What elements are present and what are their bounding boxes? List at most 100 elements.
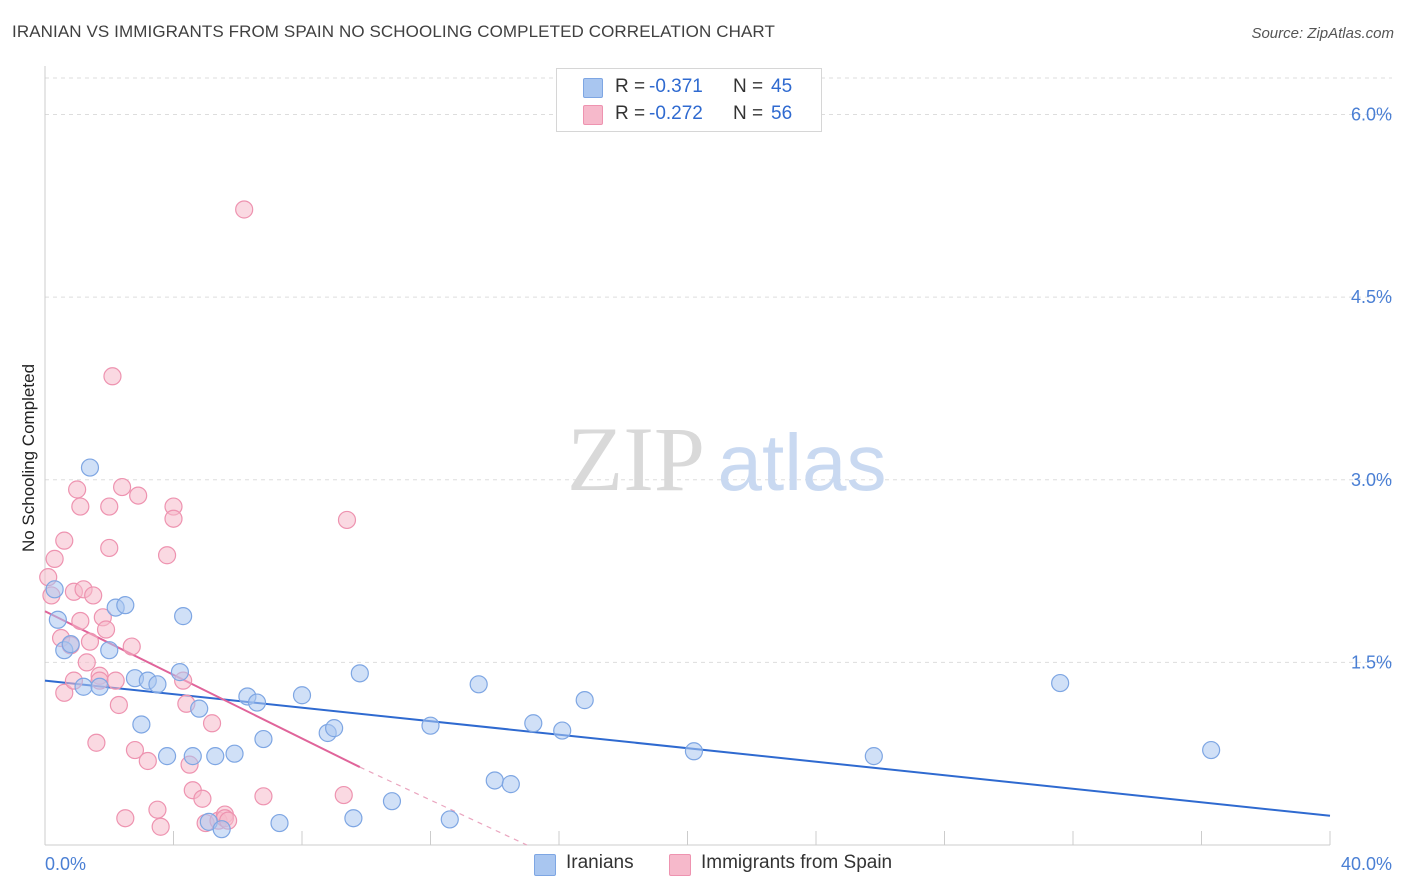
point-iranians bbox=[247, 693, 267, 712]
legend-n-value: 45 bbox=[771, 76, 793, 97]
watermark-zip: ZIP bbox=[567, 408, 705, 510]
point-spain bbox=[116, 809, 135, 828]
legend-r-label: R = bbox=[615, 76, 646, 97]
point-iranians bbox=[553, 721, 572, 740]
point-iranians bbox=[170, 663, 190, 682]
bottom-legend-label: Immigrants from Spain bbox=[701, 852, 893, 873]
point-spain bbox=[100, 497, 119, 516]
point-spain bbox=[138, 751, 157, 771]
source-label: Source: ZipAtlas.com bbox=[1251, 25, 1394, 42]
point-iranians bbox=[148, 675, 167, 694]
point-iranians bbox=[524, 714, 543, 733]
point-iranians bbox=[325, 719, 344, 738]
point-iranians bbox=[344, 809, 363, 828]
point-spain bbox=[96, 620, 116, 639]
point-iranians bbox=[45, 580, 64, 599]
point-spain bbox=[71, 497, 90, 516]
gridlines bbox=[45, 77, 1392, 663]
point-spain bbox=[87, 733, 106, 752]
axes bbox=[44, 66, 1331, 846]
point-spain bbox=[151, 817, 170, 836]
point-spain bbox=[122, 637, 141, 656]
point-spain bbox=[80, 632, 100, 651]
legend-n-label: N = bbox=[733, 103, 764, 124]
legend-swatch-pink bbox=[583, 105, 603, 125]
data-points bbox=[39, 200, 1221, 839]
legend-swatch-blue bbox=[583, 78, 603, 98]
tick-labels: 1.5% 3.0% 4.5% 6.0% 0.0% 40.0% bbox=[45, 105, 1392, 874]
legend-n-label: N = bbox=[733, 76, 764, 97]
y-axis-label: No Schooling Completed bbox=[19, 364, 38, 552]
correlation-legend: R = -0.371 N = 45 R = -0.272 N = 56 bbox=[556, 68, 822, 132]
point-iranians bbox=[190, 699, 209, 718]
bottom-legend-swatch-blue bbox=[534, 854, 556, 876]
point-iranians bbox=[183, 747, 202, 766]
point-iranians bbox=[254, 729, 273, 749]
point-iranians bbox=[485, 771, 504, 790]
point-spain bbox=[106, 671, 125, 690]
point-iranians bbox=[864, 747, 883, 766]
point-spain bbox=[68, 480, 87, 499]
bottom-legend-swatch-pink bbox=[669, 854, 691, 876]
point-iranians bbox=[174, 607, 193, 626]
point-spain bbox=[112, 477, 132, 497]
point-iranians bbox=[1051, 673, 1070, 693]
point-iranians bbox=[80, 458, 100, 477]
point-spain bbox=[129, 486, 148, 505]
point-spain bbox=[334, 785, 353, 805]
point-spain bbox=[157, 546, 177, 565]
point-iranians bbox=[225, 744, 244, 763]
watermark: ZIP atlas bbox=[567, 408, 886, 510]
point-spain bbox=[148, 800, 167, 819]
point-spain bbox=[235, 200, 254, 219]
point-spain bbox=[100, 538, 119, 558]
point-spain bbox=[125, 740, 145, 760]
point-iranians bbox=[100, 641, 119, 660]
point-iranians bbox=[270, 813, 289, 833]
point-iranians bbox=[440, 810, 459, 829]
point-spain bbox=[103, 367, 122, 386]
point-iranians bbox=[382, 792, 402, 811]
point-spain bbox=[45, 549, 64, 568]
y-tick-label: 3.0% bbox=[1351, 470, 1392, 490]
point-iranians bbox=[501, 775, 520, 794]
legend-row-iranians: R = -0.371 N = 45 bbox=[557, 73, 821, 99]
point-iranians bbox=[132, 715, 151, 734]
point-spain bbox=[55, 531, 74, 550]
point-iranians bbox=[90, 677, 109, 696]
point-spain bbox=[193, 789, 212, 808]
point-iranians bbox=[206, 747, 225, 766]
trend-line-spain-extension bbox=[359, 766, 528, 846]
point-iranians bbox=[74, 677, 93, 696]
chart-title: IRANIAN VS IMMIGRANTS FROM SPAIN NO SCHO… bbox=[12, 22, 775, 41]
point-spain bbox=[77, 653, 96, 672]
point-iranians bbox=[684, 742, 704, 761]
point-spain bbox=[109, 695, 128, 715]
point-iranians bbox=[212, 820, 231, 839]
point-iranians bbox=[157, 747, 177, 766]
legend-r-value: -0.272 bbox=[649, 103, 703, 124]
trend-lines bbox=[44, 610, 1331, 846]
legend-n-value: 56 bbox=[771, 103, 793, 124]
x-tick-label: 0.0% bbox=[45, 854, 86, 874]
legend-row-spain: R = -0.272 N = 56 bbox=[557, 100, 821, 126]
point-iranians bbox=[48, 610, 67, 629]
legend-r-label: R = bbox=[615, 103, 646, 124]
point-iranians bbox=[350, 664, 369, 683]
point-spain bbox=[337, 510, 357, 530]
watermark-atlas: atlas bbox=[718, 418, 887, 507]
point-spain bbox=[164, 509, 183, 528]
point-spain bbox=[71, 611, 90, 631]
point-iranians bbox=[575, 691, 594, 710]
x-tick-label: 40.0% bbox=[1341, 854, 1392, 874]
y-tick-label: 1.5% bbox=[1351, 652, 1392, 672]
point-iranians bbox=[61, 635, 80, 654]
point-spain bbox=[84, 586, 103, 605]
point-iranians bbox=[421, 716, 440, 735]
point-spain bbox=[202, 714, 222, 733]
point-iranians bbox=[1202, 740, 1221, 760]
point-iranians bbox=[469, 675, 488, 694]
y-tick-label: 6.0% bbox=[1351, 105, 1392, 125]
point-iranians bbox=[116, 596, 135, 615]
legend-r-value: -0.371 bbox=[649, 76, 703, 97]
